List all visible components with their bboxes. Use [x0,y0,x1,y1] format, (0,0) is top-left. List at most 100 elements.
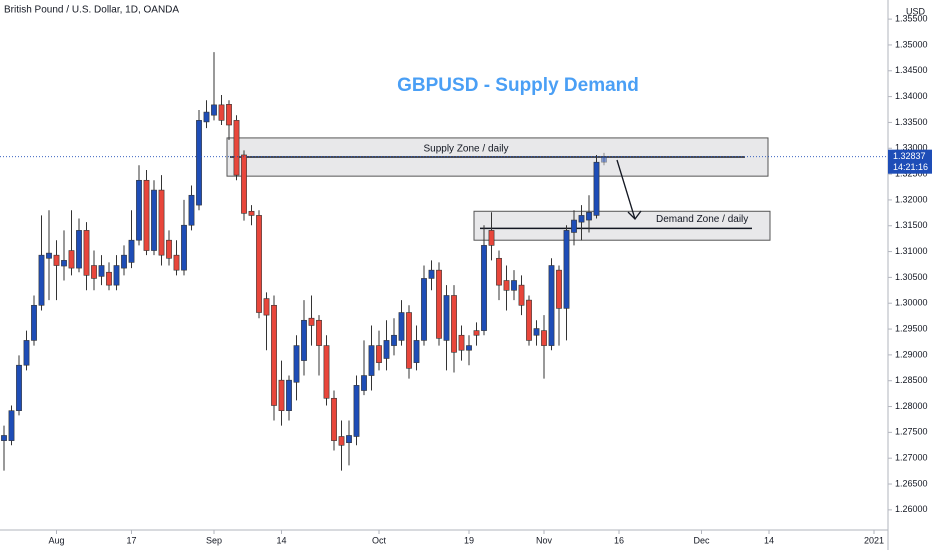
candle-body [151,189,157,251]
candle-body [428,269,435,279]
candle-body [31,304,37,341]
plot-area: Supply Zone / daily Demand Zone / daily [0,52,888,471]
candle-body [586,212,592,221]
candle-body [556,269,562,309]
candle-body [308,317,315,326]
x-tick-label: Sep [206,535,222,545]
candle-body [578,215,585,223]
candle-body [466,345,472,351]
candle-body [398,312,405,341]
candle-body [518,284,525,306]
candle-body [106,271,112,286]
candle-body [286,379,292,411]
candle-body [458,334,465,351]
annotation: GBPUSD - Supply Demand [397,75,639,96]
candle-body [38,254,45,306]
candle-body [481,245,487,331]
y-tick-label: 1.31500 [895,220,928,230]
candle-body [571,219,577,233]
candle-body [548,265,555,346]
candle-body [173,254,180,271]
candle-body [76,230,82,269]
candle-body [8,410,15,441]
candle-body [68,250,75,269]
x-tick-label: 19 [464,535,474,545]
candle-body [136,179,142,241]
y-tick-label: 1.31000 [895,246,928,256]
candle-body [218,104,225,121]
candle-body [301,319,307,361]
candle-body [503,280,510,291]
candle-body [121,254,127,269]
y-tick-label: 1.34000 [895,91,928,101]
candle-body [181,224,187,271]
x-tick-label: 17 [126,535,136,545]
candle-body [241,154,247,214]
candle-body [46,252,52,259]
x-tick-label: Nov [536,535,553,545]
candle-body [496,257,502,286]
candle-body [406,312,412,369]
candle-body [196,120,202,206]
last-price-box [888,149,932,174]
candle-body [271,304,277,406]
candle-body [383,340,390,359]
last-price-label: 1.32837 [893,151,926,161]
y-tick-label: 1.26000 [895,504,928,514]
candle-body [473,330,480,336]
candle-body [511,280,517,291]
candle-body [593,161,600,216]
candle-body [323,345,330,399]
candle-body [23,340,30,366]
candle-body [368,345,375,376]
candle-body [233,120,240,176]
candle-body [83,230,90,276]
candle-body [316,319,322,346]
y-tick-label: 1.34500 [895,65,928,75]
currency: USD [906,6,926,16]
y-tick-label: 1.28500 [895,375,928,385]
x-tick-label: Dec [693,535,710,545]
candle-body [16,364,22,411]
candle-body [331,397,337,441]
candle-body [188,194,195,226]
zone-label: Demand Zone / daily [656,214,748,225]
y-tick-label: 1.30000 [895,298,928,308]
candle-body [451,295,457,353]
zone-label: Supply Zone / daily [423,144,508,155]
candle-body [526,299,532,341]
candle-body [53,254,60,266]
x-tick-label: Oct [372,535,387,545]
x-tick-label: 16 [614,535,624,545]
candle-body [91,265,97,279]
zone [473,210,771,241]
candle-body [601,156,607,163]
arrow-head [627,210,642,220]
candle-body [353,385,360,437]
candle-body [143,179,150,251]
y-tick-label: 1.26500 [895,478,928,488]
arrow [616,159,636,220]
y-tick-label: 1.33000 [895,143,928,153]
candle-body [443,295,450,341]
candle-body [158,189,165,256]
y-tick-label: 1.33500 [895,117,928,127]
y-tick-label: 1.28000 [895,401,928,411]
candle-body [61,260,67,267]
candle-body [338,436,345,446]
x-tick-label: Aug [48,535,64,545]
y-tick-label: 1.27500 [895,427,928,437]
candle-body [533,328,540,336]
x-tick-label: 14 [764,535,774,545]
candle-body [541,330,547,346]
candle-body [226,104,232,126]
candle-body [166,239,172,259]
candle-body [203,111,210,123]
candle-body [391,334,397,346]
y-tick-label: 1.29500 [895,323,928,333]
y-tick-label: 1.29000 [895,349,928,359]
candle-body [413,340,420,363]
candle-body [128,239,135,263]
candle-body [211,104,217,116]
